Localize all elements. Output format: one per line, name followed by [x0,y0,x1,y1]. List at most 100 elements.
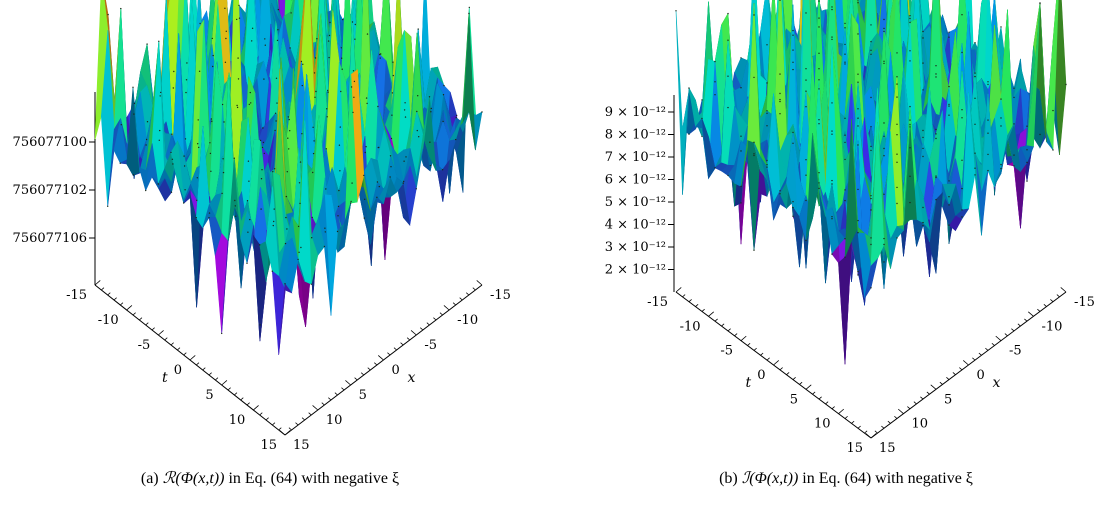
mesh-point [259,244,261,246]
mesh-point [196,177,198,179]
mesh-point [948,196,950,198]
mesh-point [340,47,342,49]
mesh-point [404,116,407,118]
mesh-point [443,84,445,87]
mesh-point [198,70,201,73]
mesh-point [883,261,885,263]
mesh-point [844,43,846,46]
mesh-point [870,49,872,51]
mesh-point [286,228,288,230]
mesh-point [870,195,872,197]
caption-b-prefix: (b) [719,470,742,487]
mesh-point [287,116,289,118]
mesh-point [948,204,950,206]
mesh-point [935,175,937,177]
x-tick-label: -10 [1042,319,1063,334]
mesh-point [338,144,341,146]
x-tick-label: -15 [490,288,511,303]
mesh-point [272,224,274,227]
t-tick-label: -15 [647,295,668,310]
z-tick-label: 756077100 [13,135,87,150]
mesh-point [183,165,186,167]
mesh-point [948,36,950,38]
mesh-point [948,103,950,106]
mesh-point [223,121,225,123]
mesh-point [844,199,846,202]
mesh-point [237,57,239,59]
mesh-point [234,199,236,202]
mesh-point [766,125,768,127]
t-tick-label: 5 [790,392,798,407]
mesh-point [974,42,976,44]
mesh-point [325,148,327,150]
x-tick-label: 10 [912,417,929,432]
mesh-point [857,73,859,75]
mesh-point [818,26,820,28]
mesh-point [455,138,457,141]
z-tick-label: 8 × 10⁻¹² [605,128,666,143]
mesh-point [1013,96,1015,99]
mesh-point [468,6,470,9]
mesh-point [315,90,317,93]
mesh-point [159,95,161,97]
mesh-point [896,202,898,205]
mesh-point [288,148,290,150]
mesh-point [145,144,147,146]
mesh-point [272,171,274,173]
mesh-point [818,0,820,2]
mesh-point [805,68,807,70]
mesh-point [197,119,199,121]
mesh-point [354,38,356,40]
mesh-point [209,152,212,155]
mesh-point [212,54,214,57]
mesh-point [909,60,911,62]
mesh-point [210,170,212,172]
mesh-point [857,108,859,110]
mesh-point [364,151,366,154]
z-tick-label: 9 × 10⁻¹² [605,105,666,120]
mesh-point [221,103,224,106]
mesh-point [974,97,976,100]
mesh-point [857,117,859,119]
mesh-point [935,76,937,78]
mesh-point [366,33,369,35]
mesh-point [844,61,846,63]
mesh-point [1052,109,1054,112]
mesh-point [857,0,859,1]
mesh-point [961,187,963,190]
mesh-point [341,57,343,59]
mesh-point [274,129,276,132]
mesh-point [896,123,898,126]
mesh-point [325,188,327,190]
mesh-point [883,155,885,157]
mesh-point [196,199,198,201]
mesh-point [792,29,794,32]
mesh-point [289,130,291,132]
base-axes-a: -15 -10 -5 0 5 10 15 t -15 -10 -5 0 5 10 15 x [66,280,511,453]
mesh-point [271,270,273,272]
mesh-point [805,106,807,108]
z-tick-label: 4 × 10⁻¹² [605,218,666,233]
mesh-point [146,121,149,123]
mesh-point [299,161,302,163]
mesh-point [870,41,872,43]
mesh-point [909,105,911,108]
mesh-point [1000,98,1002,100]
mesh-point [285,195,288,198]
x-tick-label: 0 [392,363,400,378]
mesh-point [909,119,911,121]
mesh-point [300,246,302,249]
mesh-point [701,99,703,101]
mesh-point [236,104,238,107]
mesh-point [199,22,201,25]
mesh-point [935,137,937,140]
mesh-point [831,133,833,135]
mesh-point [336,230,339,233]
mesh-point [948,180,950,182]
mesh-point [831,216,833,218]
mesh-point [302,63,304,65]
mesh-point [766,112,768,115]
mesh-point [818,52,820,54]
mesh-point [701,117,703,120]
mesh-point [883,147,885,150]
